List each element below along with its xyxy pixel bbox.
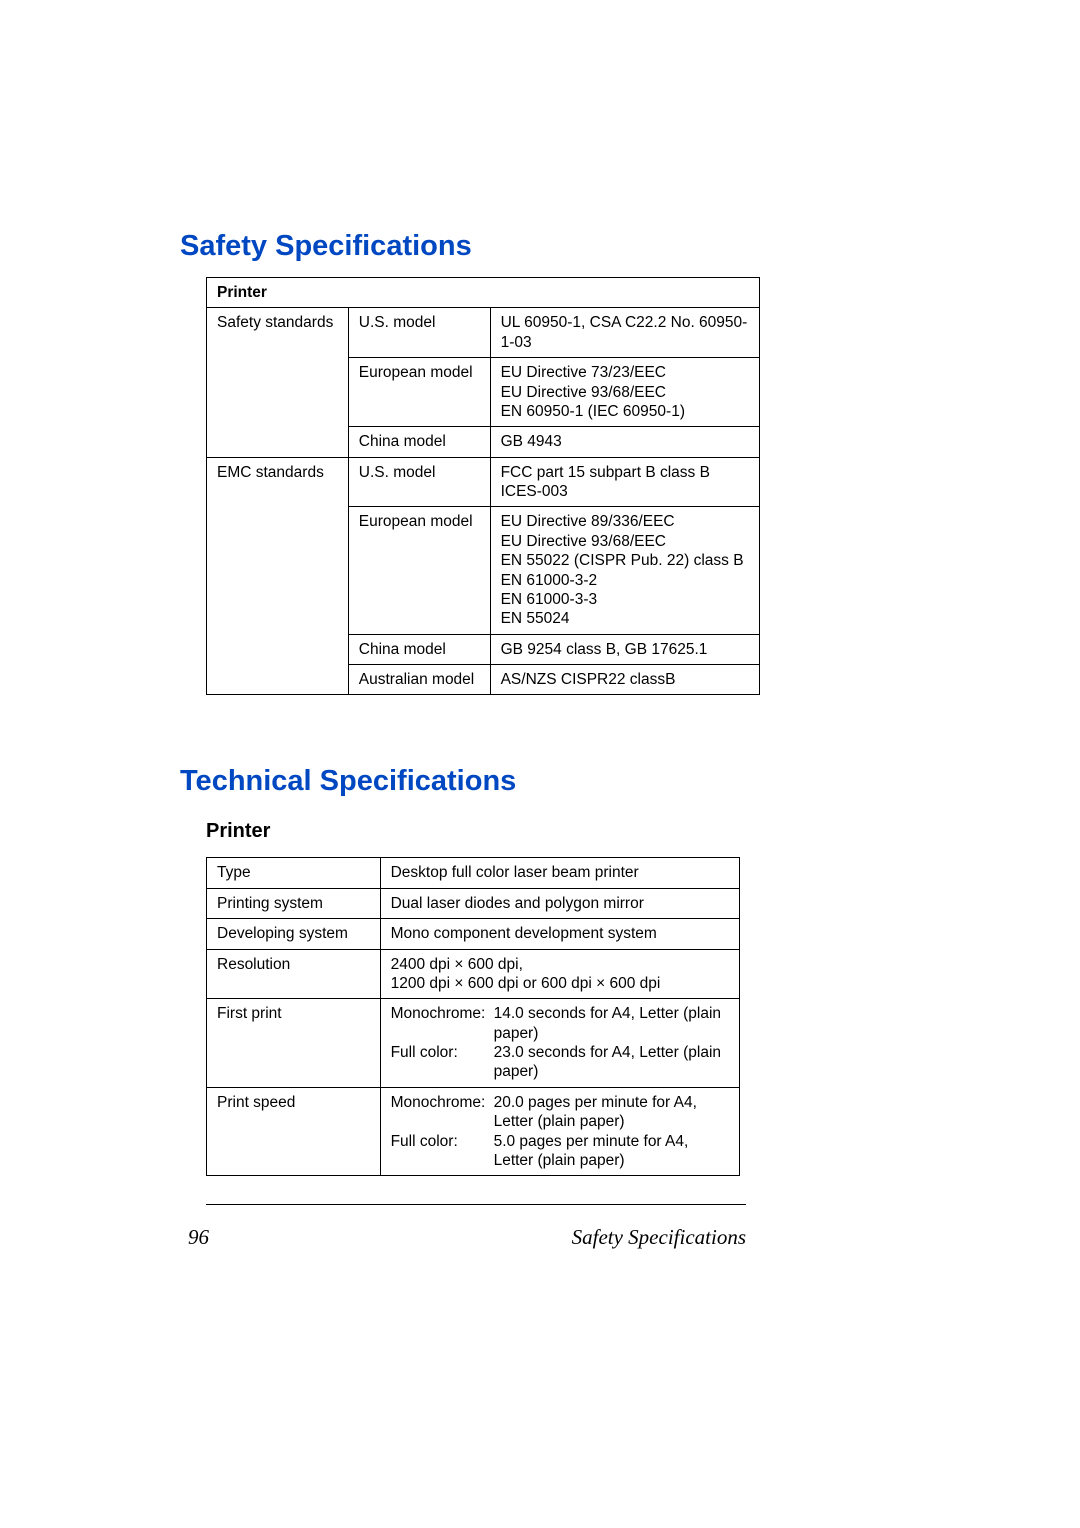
cell-emc-au-model: Australian model: [348, 665, 490, 695]
print-speed-mono-label: Monochrome:: [391, 1093, 494, 1112]
cell-emc-eu-model: European model: [348, 507, 490, 634]
page-number: 96: [188, 1225, 209, 1250]
cell-eu-model-value: EU Directive 73/23/EECEU Directive 93/68…: [490, 358, 759, 427]
row-safety-standards: Safety standards: [207, 308, 349, 457]
row-print-speed-value: Monochrome:20.0 pages per minute for A4,…: [380, 1087, 739, 1176]
cell-eu-model: European model: [348, 358, 490, 427]
cell-emc-cn-value: GB 9254 class B, GB 17625.1: [490, 634, 759, 664]
page: Safety Specifications Printer Safety sta…: [0, 0, 1080, 1528]
subheading-printer: Printer: [206, 820, 915, 843]
footer-title: Safety Specifications: [572, 1225, 746, 1250]
first-print-mono-value: 14.0 seconds for A4, Letter (plain paper…: [494, 1004, 724, 1043]
cell-emc-au-value: AS/NZS CISPR22 classB: [490, 665, 759, 695]
cell-us-model-value: UL 60950-1, CSA C22.2 No. 60950-1-03: [490, 308, 759, 358]
cell-emc-us-value: FCC part 15 subpart B class BICES-003: [490, 457, 759, 507]
row-resolution-label: Resolution: [207, 949, 381, 999]
row-developing-system-value: Mono component development system: [380, 919, 739, 949]
cell-cn-model: China model: [348, 427, 490, 457]
heading-safety-specifications: Safety Specifications: [180, 230, 915, 263]
cell-emc-cn-model: China model: [348, 634, 490, 664]
row-printing-system-value: Dual laser diodes and polygon mirror: [380, 888, 739, 918]
safety-table: Printer Safety standards U.S. model UL 6…: [206, 277, 760, 695]
first-print-mono-label: Monochrome:: [391, 1004, 494, 1023]
row-emc-standards: EMC standards: [207, 457, 349, 695]
heading-technical-specifications: Technical Specifications: [180, 765, 915, 798]
row-printing-system-label: Printing system: [207, 888, 381, 918]
safety-table-header: Printer: [207, 278, 760, 308]
cell-cn-model-value: GB 4943: [490, 427, 759, 457]
cell-emc-us-model: U.S. model: [348, 457, 490, 507]
cell-emc-eu-value: EU Directive 89/336/EECEU Directive 93/6…: [490, 507, 759, 634]
row-resolution-value: 2400 dpi × 600 dpi,1200 dpi × 600 dpi or…: [380, 949, 739, 999]
print-speed-color-label: Full color:: [391, 1132, 494, 1151]
page-footer: 96 Safety Specifications: [180, 1204, 915, 1250]
row-type-label: Type: [207, 858, 381, 888]
row-type-value: Desktop full color laser beam printer: [380, 858, 739, 888]
print-speed-mono-value: 20.0 pages per minute for A4, Letter (pl…: [494, 1093, 724, 1132]
cell-us-model: U.S. model: [348, 308, 490, 358]
first-print-color-label: Full color:: [391, 1043, 494, 1062]
technical-table: Type Desktop full color laser beam print…: [206, 857, 740, 1176]
row-first-print-label: First print: [207, 999, 381, 1088]
first-print-color-value: 23.0 seconds for A4, Letter (plain paper…: [494, 1043, 724, 1082]
row-first-print-value: Monochrome:14.0 seconds for A4, Letter (…: [380, 999, 739, 1088]
row-print-speed-label: Print speed: [207, 1087, 381, 1176]
footer-rule: [206, 1204, 746, 1205]
print-speed-color-value: 5.0 pages per minute for A4, Letter (pla…: [494, 1132, 724, 1171]
row-developing-system-label: Developing system: [207, 919, 381, 949]
